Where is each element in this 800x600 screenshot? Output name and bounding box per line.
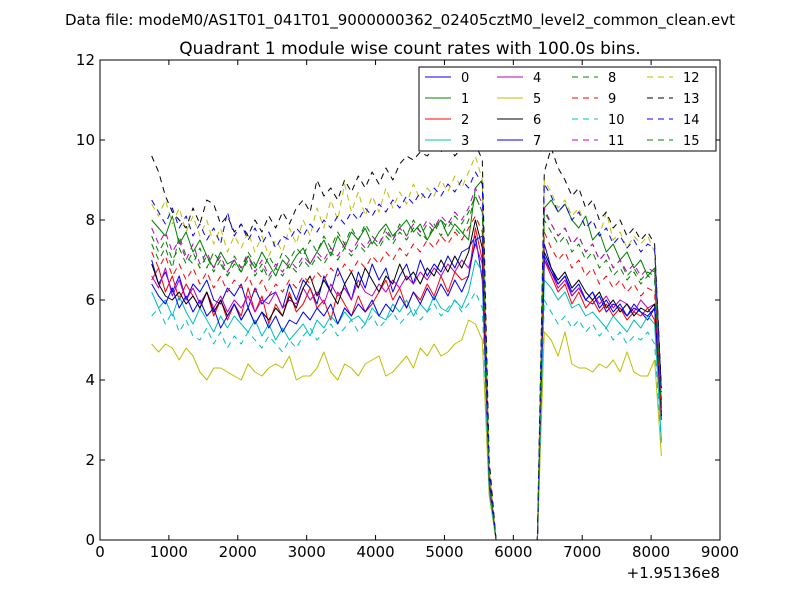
figure-suptitle: Data file: modeM0/AS1T01_041T01_90000003… — [65, 11, 735, 30]
legend-label: 4 — [533, 71, 541, 86]
legend-label: 2 — [461, 113, 469, 128]
legend-frame — [418, 66, 717, 152]
x-tick-label: 5000 — [425, 543, 463, 561]
legend-label: 15 — [683, 134, 700, 149]
series-line-3 — [151, 259, 662, 541]
series-line-10 — [151, 291, 662, 541]
legend-label: 14 — [683, 113, 700, 128]
x-tick-label: 8000 — [632, 543, 670, 561]
x-tick-label: 1000 — [150, 543, 188, 561]
x-tick-label: 4000 — [356, 543, 394, 561]
y-tick-label: 12 — [76, 51, 95, 69]
x-axis-offset-label: +1.95136e8 — [627, 564, 720, 582]
series-line-4 — [151, 243, 662, 541]
legend-label: 9 — [608, 92, 616, 107]
chart-title: Quadrant 1 module wise count rates with … — [179, 39, 640, 59]
legend-label: 10 — [608, 113, 625, 128]
legend-label: 8 — [608, 71, 616, 86]
legend-label: 12 — [683, 71, 700, 86]
plot-series-group — [151, 135, 662, 541]
x-tick-label: 2000 — [219, 543, 257, 561]
series-line-1 — [151, 179, 662, 541]
legend-label: 5 — [533, 92, 541, 107]
legend-label: 6 — [533, 113, 541, 128]
series-line-5 — [151, 319, 662, 541]
y-tick-label: 8 — [85, 211, 95, 229]
x-tick-label: 6000 — [494, 543, 532, 561]
x-tick-label: 3000 — [288, 543, 326, 561]
series-line-15 — [151, 195, 662, 541]
y-tick-label: 6 — [85, 291, 95, 309]
legend-label: 0 — [461, 71, 469, 86]
legend-label: 1 — [461, 92, 469, 107]
series-line-7 — [151, 235, 662, 541]
x-tick-label: 7000 — [563, 543, 601, 561]
y-tick-label: 10 — [76, 131, 95, 149]
series-line-13 — [151, 135, 662, 541]
x-tick-label: 9000 — [701, 543, 739, 561]
series-line-11 — [151, 187, 662, 541]
series-line-9 — [151, 215, 662, 541]
legend-label: 11 — [608, 134, 625, 149]
series-line-12 — [151, 155, 662, 541]
legend-label: 3 — [461, 134, 469, 149]
legend-label: 13 — [683, 92, 700, 107]
y-tick-label: 0 — [85, 531, 95, 549]
x-axis-ticks: 0 1000 2000 3000 4000 5000 6000 7000 8000 9000 — [95, 60, 739, 561]
y-tick-label: 2 — [85, 451, 95, 469]
legend-label: 7 — [533, 134, 541, 149]
y-tick-label: 4 — [85, 371, 95, 389]
x-tick-label: 0 — [95, 543, 105, 561]
